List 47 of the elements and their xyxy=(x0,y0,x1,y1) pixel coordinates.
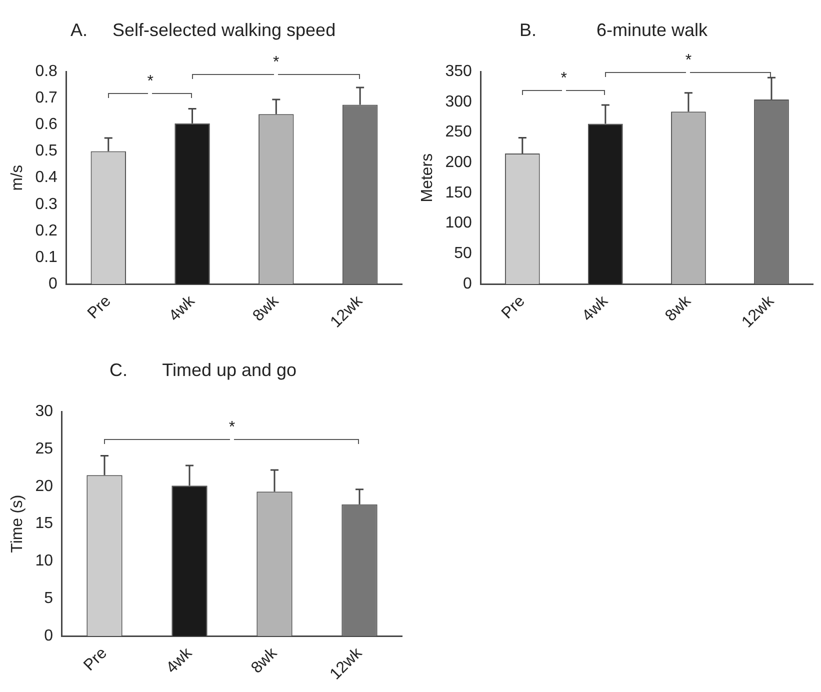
significance-bracket: * xyxy=(192,54,360,81)
annotation: * xyxy=(228,419,236,438)
y-tick-label: 250 xyxy=(445,124,472,141)
y-tick-label: 30 xyxy=(35,403,54,420)
y-tick-label: 0.1 xyxy=(35,248,58,266)
y-tick-label: 0.2 xyxy=(35,222,58,240)
x-tick-label: Pre xyxy=(80,644,111,674)
y-tick-label: 20 xyxy=(35,478,54,495)
y-tick-label: 25 xyxy=(35,440,54,458)
x-tick-label: 8wk xyxy=(250,292,283,325)
significance-bracket: * xyxy=(605,52,772,79)
y-tick-label: 0.3 xyxy=(35,196,58,213)
y-tick-label: 0.5 xyxy=(35,142,58,160)
y-tick-label: 0.7 xyxy=(35,90,58,107)
y-tick-label: 100 xyxy=(445,214,472,232)
chart-title: B. 6-minute walk xyxy=(519,20,709,40)
significance-bracket: * xyxy=(104,419,360,446)
y-tick-label: 10 xyxy=(35,552,54,570)
y-axis-title: m/s xyxy=(9,164,26,191)
y-tick-label: 0 xyxy=(48,275,58,292)
y-tick-label: 50 xyxy=(454,245,472,262)
y-tick-label: 200 xyxy=(445,154,472,172)
x-tick-label: 8wk xyxy=(662,292,696,325)
chart-title: A. Self-selected walking speed xyxy=(70,20,336,40)
y-tick-label: 5 xyxy=(44,590,54,608)
x-tick-label: 4wk xyxy=(163,644,196,677)
y-tick-label: 0.6 xyxy=(35,116,58,134)
x-tick-label: 4wk xyxy=(166,292,199,325)
y-tick-label: 300 xyxy=(445,93,472,110)
chart-title: C. Timed up and go xyxy=(109,360,297,380)
significance-bracket: * xyxy=(522,70,606,97)
x-tick-label: Pre xyxy=(498,292,528,322)
y-tick-label: 0 xyxy=(44,627,54,644)
y-tick-label: 0.8 xyxy=(35,63,58,80)
significance-bracket: * xyxy=(108,72,192,100)
y-tick-label: 350 xyxy=(445,63,472,80)
x-tick-label: Pre xyxy=(84,292,114,322)
x-tick-label: 4wk xyxy=(579,292,612,325)
y-axis-title: Meters xyxy=(419,153,436,202)
y-tick-label: 150 xyxy=(445,184,472,202)
x-tick-label: 8wk xyxy=(248,644,282,677)
y-tick-label: 0 xyxy=(462,275,472,292)
y-axis-title: Time (s) xyxy=(9,494,26,553)
y-tick-label: 15 xyxy=(35,515,54,532)
annotation: * xyxy=(147,72,154,91)
annotation: * xyxy=(560,70,568,88)
y-tick-label: 0.4 xyxy=(35,169,58,186)
